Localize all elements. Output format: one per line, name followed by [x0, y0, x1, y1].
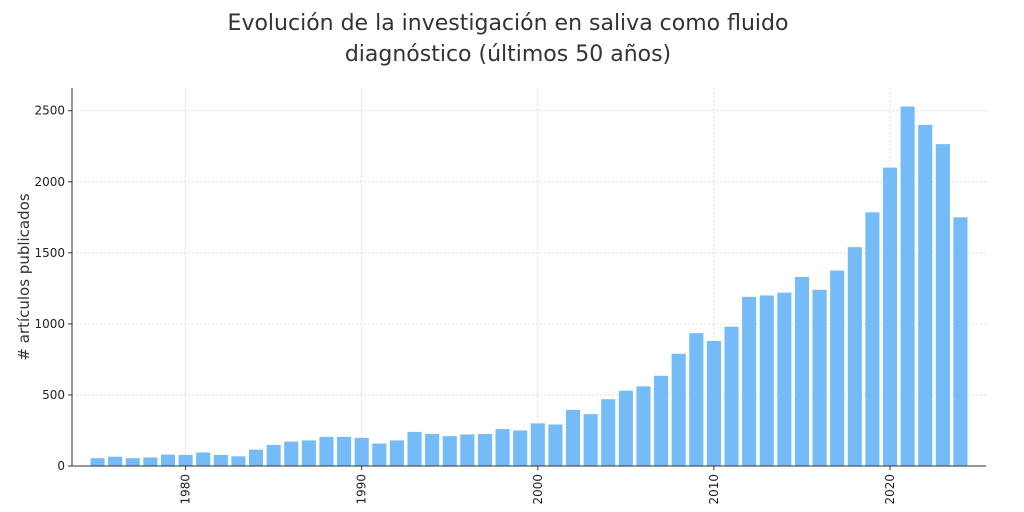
x-tick-label: 2010 [707, 474, 721, 505]
y-axis-label: # artículos publicados [15, 193, 33, 360]
y-tick-label: 0 [57, 459, 65, 473]
bar-2017 [830, 270, 845, 466]
x-tick-label: 2020 [883, 474, 897, 505]
bar-1977 [125, 458, 140, 466]
bar-1986 [284, 441, 299, 466]
bar-2015 [794, 277, 810, 466]
y-tick-label: 2500 [34, 104, 65, 118]
bar-2011 [724, 326, 739, 466]
bar-1976 [108, 456, 123, 466]
bar-2005 [618, 390, 633, 466]
bar-1995 [442, 436, 457, 466]
bar-2000 [530, 423, 545, 466]
bar-2014 [777, 292, 792, 466]
bar-1982 [213, 454, 228, 466]
y-tick-label: 1000 [34, 317, 65, 331]
bar-1983 [231, 456, 246, 466]
x-tick-label: 1990 [355, 474, 369, 505]
bar-2019 [865, 212, 880, 466]
bars [90, 106, 968, 467]
bar-1980 [178, 454, 193, 466]
bar-1988 [319, 436, 334, 466]
x-tick-label: 1980 [179, 474, 193, 505]
bar-1987 [301, 440, 316, 466]
bar-2010 [706, 340, 721, 466]
ticks: 0 500 1000 1500 2000 2500 1980 1990 2000 2010 2020 [34, 104, 897, 505]
bar-1997 [477, 434, 493, 466]
bar-1992 [389, 440, 404, 466]
bar-2009 [689, 333, 704, 466]
x-tick-label: 2000 [531, 474, 545, 505]
bar-2007 [654, 375, 669, 466]
y-tick-label: 500 [42, 388, 65, 402]
bar-1979 [160, 454, 176, 466]
bar-2024 [953, 217, 968, 466]
bar-2006 [636, 386, 651, 466]
bar-2003 [583, 414, 598, 466]
axes [71, 88, 986, 467]
bar-1990 [354, 437, 369, 466]
bar-2013 [759, 295, 774, 466]
bar-1999 [513, 430, 528, 466]
bar-2002 [565, 409, 581, 466]
bar-2018 [847, 247, 862, 466]
bar-1985 [266, 444, 281, 466]
bar-1978 [143, 457, 158, 466]
bar-2004 [601, 399, 616, 466]
bar-1998 [495, 429, 510, 466]
bar-2001 [548, 424, 563, 466]
bar-2020 [882, 167, 898, 466]
bar-1981 [196, 452, 211, 466]
chart-title: Evolución de la investigación en saliva … [0, 8, 1016, 70]
bar-2022 [918, 124, 933, 467]
bar-2023 [935, 144, 950, 466]
bar-1991 [372, 443, 387, 466]
bar-1996 [460, 434, 475, 466]
y-tick-label: 1500 [34, 246, 65, 260]
chart-title-line-1: Evolución de la investigación en saliva … [227, 11, 789, 36]
bar-1993 [407, 431, 422, 466]
bar-1984 [248, 449, 264, 466]
chart-title-line-2: diagnóstico (últimos 50 años) [344, 42, 672, 67]
y-tick-label: 2000 [34, 175, 65, 189]
bar-1989 [337, 436, 352, 466]
bar-2008 [671, 353, 686, 466]
bar-2021 [900, 106, 915, 466]
bar-2016 [812, 289, 827, 466]
bar-1975 [90, 458, 105, 466]
bar-1994 [425, 434, 440, 466]
bar-2012 [742, 296, 757, 466]
